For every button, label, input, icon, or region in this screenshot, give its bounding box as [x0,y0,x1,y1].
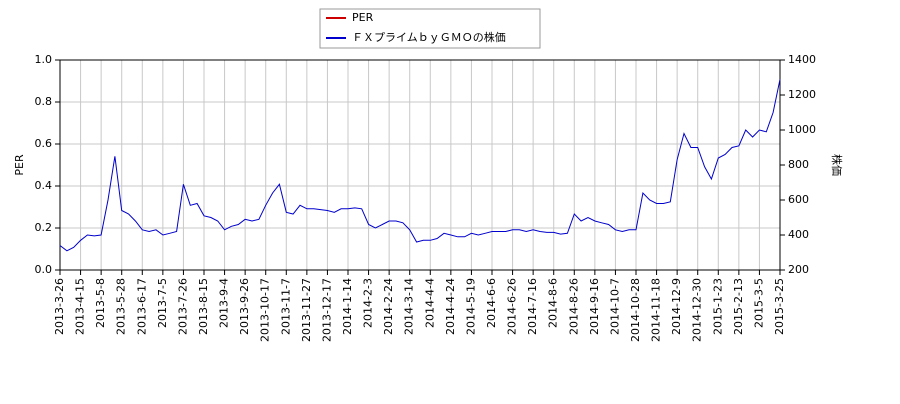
x-tick-label: 2014-9-16 [588,278,601,335]
y2-tick-label: 1400 [788,53,816,66]
y2-axis-label: 株価 [830,154,844,176]
x-tick-label: 2013-9-4 [218,278,231,328]
x-tick-label: 2013-11-7 [279,278,292,335]
x-tick-label: 2014-2-3 [362,278,375,328]
x-tick-label: 2013-3-26 [53,278,66,335]
x-tick-label: 2013-5-28 [115,278,128,335]
x-tick-label: 2014-8-26 [567,278,580,335]
y-tick-label: 0.6 [35,137,53,150]
x-tick-label: 2014-4-4 [423,278,436,328]
x-tick-label: 2015-1-23 [711,278,724,335]
y2-tick-label: 800 [788,158,809,171]
x-tick-label: 2014-6-6 [485,278,498,328]
x-tick-label: 2013-7-26 [176,278,189,335]
plot-frame [59,59,781,271]
y2-tick-label: 400 [788,228,809,241]
x-tick-label: 2015-3-25 [773,278,786,335]
y-axis-label: PER [13,154,26,176]
legend-label: ＦＸプライムｂｙＧＭＯの株価 [352,30,506,44]
x-tick-label: 2014-4-24 [444,278,457,335]
legend-label: PER [352,11,374,24]
x-tick-label: 2014-7-16 [526,278,539,335]
x-tick-label: 2014-1-14 [341,278,354,335]
y2-tick-label: 1200 [788,88,816,101]
x-tick-label: 2013-7-5 [156,278,169,328]
x-tick-label: 2014-6-26 [506,278,519,335]
x-tick-label: 2013-12-17 [320,278,333,342]
x-tick-label: 2013-9-26 [238,278,251,335]
x-tick-label: 2014-12-30 [691,278,704,342]
y2-tick-label: 1000 [788,123,816,136]
x-tick-label: 2014-11-18 [650,278,663,342]
x-tick-label: 2014-3-14 [403,278,416,335]
series-line [59,79,781,252]
x-tick-label: 2014-2-24 [382,278,395,335]
x-tick-label: 2013-10-17 [259,278,272,342]
y-tick-label: 1.0 [35,53,53,66]
x-tick-label: 2014-12-9 [670,278,683,335]
x-tick-label: 2015-2-13 [732,278,745,335]
y2-tick-label: 200 [788,263,809,276]
y-tick-label: 0.4 [35,179,53,192]
x-tick-label: 2013-5-8 [94,278,107,328]
x-tick-label: 2014-8-6 [547,278,560,328]
x-tick-label: 2014-5-19 [464,278,477,335]
x-tick-label: 2013-6-17 [135,278,148,335]
x-tick-label: 2013-8-15 [197,278,210,335]
x-tick-label: 2014-10-28 [629,278,642,342]
x-tick-label: 2013-4-15 [74,278,87,335]
x-tick-label: 2015-3-5 [752,278,765,328]
y2-tick-label: 600 [788,193,809,206]
x-tick-label: 2013-11-27 [300,278,313,342]
x-tick-label: 2014-10-7 [608,278,621,335]
y-tick-label: 0.8 [35,95,53,108]
y-tick-label: 0.0 [35,263,53,276]
legend-box [319,8,541,49]
y-tick-label: 0.2 [35,221,53,234]
